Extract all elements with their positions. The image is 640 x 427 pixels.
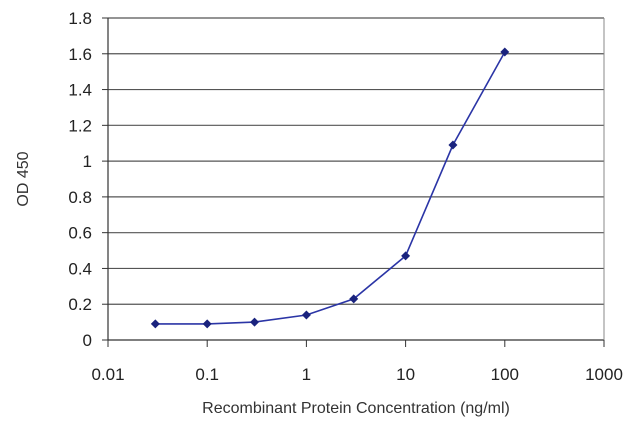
y-tick-label-0: 0 xyxy=(83,331,92,350)
data-point-3 xyxy=(301,310,311,320)
y-tick-label-1: 1 xyxy=(83,152,92,171)
x-tick-label-0.1: 0.1 xyxy=(195,365,219,384)
y-tick-label-0.8: 0.8 xyxy=(68,188,92,207)
x-tick-label-0.01: 0.01 xyxy=(91,365,124,384)
series-layer xyxy=(150,47,510,329)
data-point-7 xyxy=(500,47,510,57)
grid xyxy=(108,17,604,340)
y-tick-label-1.8: 1.8 xyxy=(68,9,92,28)
x-axis-title: Recombinant Protein Concentration (ng/ml… xyxy=(202,400,510,417)
y-tick-label-1.6: 1.6 xyxy=(68,45,92,64)
data-point-2 xyxy=(250,317,260,327)
x-tick-label-100: 100 xyxy=(491,365,519,384)
y-tick-label-1.4: 1.4 xyxy=(68,81,92,100)
data-point-4 xyxy=(349,294,359,304)
y-tick-label-1.2: 1.2 xyxy=(68,116,92,135)
y-tick-label-0.6: 0.6 xyxy=(68,224,92,243)
data-point-0 xyxy=(150,319,160,329)
y-axis-title: OD 450 xyxy=(15,151,32,206)
x-tick-label-10: 10 xyxy=(396,365,415,384)
plot-area xyxy=(108,18,604,340)
tick-labels: 0 0.2 0.4 0.6 0.8 1 1.2 1.4 1.6 1.8 0.01 0.1 1 10 100 1… xyxy=(68,9,623,384)
series-line-0 xyxy=(155,51,506,325)
data-point-5 xyxy=(401,251,411,261)
x-tick-label-1000: 1000 xyxy=(585,365,623,384)
x-tick-label-1: 1 xyxy=(302,365,311,384)
data-point-1 xyxy=(202,319,212,329)
y-tick-label-0.2: 0.2 xyxy=(68,295,92,314)
y-tick-label-0.4: 0.4 xyxy=(68,259,92,278)
data-point-6 xyxy=(448,140,458,150)
axes xyxy=(102,17,605,347)
